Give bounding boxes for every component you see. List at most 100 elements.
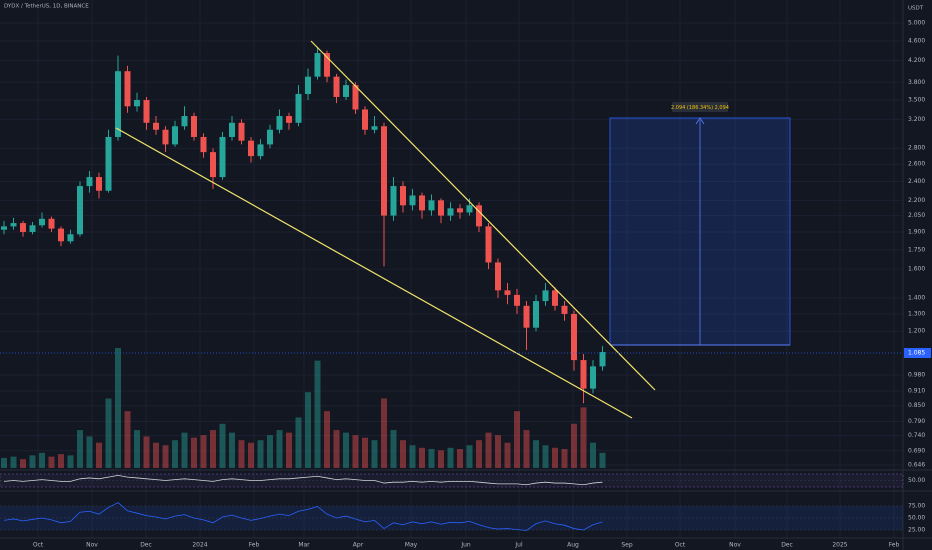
candle-body [229, 122, 235, 137]
candle-body [267, 129, 273, 145]
y-tick-label: 2.050 [908, 212, 925, 219]
volume-bar [200, 435, 207, 468]
volume-bar [561, 449, 568, 468]
volume-bar [381, 398, 387, 468]
volume-bar [362, 437, 368, 468]
candle-body [96, 177, 102, 191]
volume-bar [124, 411, 131, 468]
x-tick-label: Jun [460, 542, 471, 549]
candle-body [438, 200, 444, 216]
volume-bar [134, 430, 140, 468]
volume-bar [96, 442, 102, 468]
y-tick-label: 2.200 [908, 197, 925, 204]
volume-bar [371, 440, 378, 468]
candle-body [447, 208, 454, 216]
volume-bar [39, 452, 45, 468]
volume-bar [67, 455, 74, 468]
rsi-line [3, 502, 603, 531]
y-tick-label: 0.740 [908, 432, 925, 439]
candle-body [200, 136, 207, 153]
trend-line-lower[interactable] [115, 127, 633, 419]
candle-body [504, 290, 511, 295]
volume-layer [1, 348, 606, 468]
candle-body [1, 226, 7, 230]
volume-bar [276, 430, 283, 468]
candle-body [219, 136, 226, 178]
candle-body [181, 116, 188, 127]
x-tick-label: Aug [567, 542, 579, 549]
volume-bar [1, 457, 7, 468]
osc-tick-label: 50.00 [908, 477, 925, 484]
x-tick-label: Sep [621, 542, 633, 549]
volume-bar [542, 445, 549, 468]
osc-band [0, 473, 904, 488]
osc-line [3, 474, 603, 486]
candle-body [324, 53, 330, 77]
volume-bar [580, 407, 587, 468]
volume-bar [219, 423, 226, 468]
candle-body [362, 109, 368, 130]
candle-body [295, 93, 302, 123]
x-tick-label: Feb [889, 542, 900, 549]
candle-body [134, 100, 140, 107]
volume-bar [238, 440, 245, 468]
volume-bar [447, 447, 454, 468]
volume-bar [29, 455, 36, 468]
candle-body [172, 126, 178, 145]
volume-bar [295, 417, 302, 468]
y-tick-label: 1.300 [908, 310, 925, 317]
candle-body [67, 234, 74, 242]
candle-body [485, 226, 492, 263]
candle-body [58, 228, 64, 242]
candle-body [333, 76, 340, 97]
volume-bar [599, 452, 606, 468]
candles [1, 46, 606, 404]
candle-body [571, 313, 577, 361]
candle-body [238, 122, 245, 141]
volume-bar [438, 450, 444, 468]
volume-bar [466, 445, 473, 468]
x-tick-label: Mar [298, 542, 310, 549]
volume-bar [86, 436, 93, 468]
volume-bar [172, 440, 178, 468]
candle-body [428, 200, 435, 211]
volume-bar [343, 432, 349, 468]
x-tick-label: Feb [249, 542, 260, 549]
volume-bar [58, 454, 64, 468]
candle-body [48, 218, 55, 229]
volume-bar [495, 435, 501, 468]
y-tick-label: 0.646 [908, 462, 925, 469]
position-label-box [672, 102, 728, 112]
volume-bar [590, 442, 596, 468]
volume-bar [248, 442, 254, 468]
x-tick-label: Dec [781, 542, 793, 549]
y-tick-label: 3.500 [908, 97, 925, 104]
x-tick-label: Apr [353, 542, 364, 549]
y-tick-label: 5.000 [908, 20, 925, 27]
volume-bar [191, 437, 197, 468]
volume-bar [523, 430, 530, 468]
volume-bar [390, 430, 397, 468]
candle-body [305, 76, 311, 94]
volume-bar [305, 392, 311, 468]
chart-title: DYDX / TetherUS, 1D, BINANCE [4, 4, 89, 10]
currency-label: USDT [908, 6, 924, 12]
volume-bar [476, 440, 482, 468]
volume-bar [162, 445, 169, 468]
volume-bar [286, 432, 292, 468]
candle-body [191, 116, 197, 137]
volume-bar [533, 440, 539, 468]
candle-body [10, 223, 17, 227]
rsi-tick-label: 75.00 [908, 503, 925, 510]
y-tick-label: 1.900 [908, 228, 925, 235]
current-price-label: 1.085 [908, 350, 925, 357]
candle-body [257, 144, 264, 157]
trend-line-upper[interactable] [310, 40, 656, 391]
x-tick-label: Dec [140, 542, 152, 549]
candle-body [400, 186, 406, 206]
x-tick-label: Jul [514, 542, 523, 549]
candle-body [561, 305, 568, 314]
volume-bar [257, 440, 264, 468]
candle-body [457, 208, 463, 213]
